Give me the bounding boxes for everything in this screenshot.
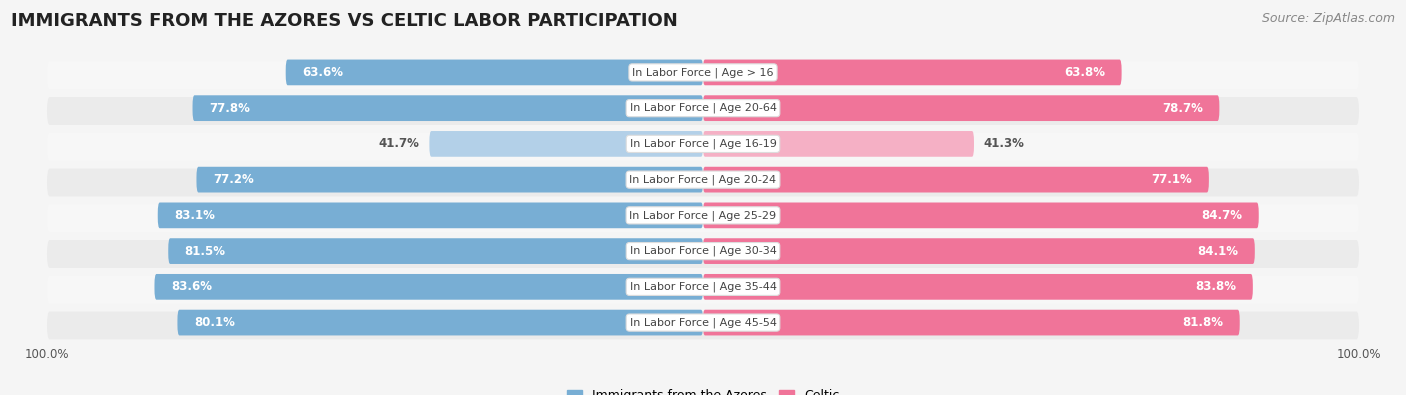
Text: 83.8%: 83.8% [1195, 280, 1236, 293]
FancyBboxPatch shape [703, 203, 1258, 228]
FancyBboxPatch shape [703, 95, 1219, 121]
Text: 77.1%: 77.1% [1152, 173, 1192, 186]
Text: Source: ZipAtlas.com: Source: ZipAtlas.com [1261, 12, 1395, 25]
Text: 63.8%: 63.8% [1064, 66, 1105, 79]
Text: In Labor Force | Age 16-19: In Labor Force | Age 16-19 [630, 139, 776, 149]
FancyBboxPatch shape [703, 238, 1254, 264]
Text: 83.1%: 83.1% [174, 209, 215, 222]
Text: IMMIGRANTS FROM THE AZORES VS CELTIC LABOR PARTICIPATION: IMMIGRANTS FROM THE AZORES VS CELTIC LAB… [11, 12, 678, 30]
FancyBboxPatch shape [46, 61, 1360, 89]
FancyBboxPatch shape [46, 97, 1360, 125]
Text: In Labor Force | Age 30-34: In Labor Force | Age 30-34 [630, 246, 776, 256]
Text: 100.0%: 100.0% [1337, 348, 1381, 361]
Legend: Immigrants from the Azores, Celtic: Immigrants from the Azores, Celtic [561, 384, 845, 395]
FancyBboxPatch shape [285, 60, 703, 85]
Text: In Labor Force | Age 20-64: In Labor Force | Age 20-64 [630, 103, 776, 113]
Text: 84.7%: 84.7% [1201, 209, 1243, 222]
Text: 78.7%: 78.7% [1163, 102, 1204, 115]
Text: In Labor Force | Age > 16: In Labor Force | Age > 16 [633, 67, 773, 78]
Text: 77.8%: 77.8% [209, 102, 250, 115]
Text: 41.7%: 41.7% [378, 137, 419, 150]
Text: 84.1%: 84.1% [1198, 245, 1239, 258]
FancyBboxPatch shape [703, 167, 1209, 192]
Text: In Labor Force | Age 25-29: In Labor Force | Age 25-29 [630, 210, 776, 221]
Text: In Labor Force | Age 35-44: In Labor Force | Age 35-44 [630, 282, 776, 292]
Text: 81.8%: 81.8% [1182, 316, 1223, 329]
Text: 77.2%: 77.2% [212, 173, 253, 186]
Text: 41.3%: 41.3% [984, 137, 1025, 150]
FancyBboxPatch shape [703, 131, 974, 157]
FancyBboxPatch shape [193, 95, 703, 121]
FancyBboxPatch shape [155, 274, 703, 300]
FancyBboxPatch shape [46, 133, 1360, 161]
FancyBboxPatch shape [703, 274, 1253, 300]
FancyBboxPatch shape [46, 312, 1360, 339]
Text: 63.6%: 63.6% [302, 66, 343, 79]
FancyBboxPatch shape [169, 238, 703, 264]
Text: 100.0%: 100.0% [25, 348, 69, 361]
FancyBboxPatch shape [703, 60, 1122, 85]
FancyBboxPatch shape [46, 169, 1360, 196]
FancyBboxPatch shape [429, 131, 703, 157]
FancyBboxPatch shape [46, 240, 1360, 268]
Text: In Labor Force | Age 45-54: In Labor Force | Age 45-54 [630, 317, 776, 328]
FancyBboxPatch shape [197, 167, 703, 192]
FancyBboxPatch shape [46, 276, 1360, 304]
FancyBboxPatch shape [177, 310, 703, 335]
Text: 83.6%: 83.6% [172, 280, 212, 293]
Text: 80.1%: 80.1% [194, 316, 235, 329]
FancyBboxPatch shape [157, 203, 703, 228]
Text: 81.5%: 81.5% [184, 245, 225, 258]
Text: In Labor Force | Age 20-24: In Labor Force | Age 20-24 [630, 174, 776, 185]
FancyBboxPatch shape [703, 310, 1240, 335]
FancyBboxPatch shape [46, 204, 1360, 232]
